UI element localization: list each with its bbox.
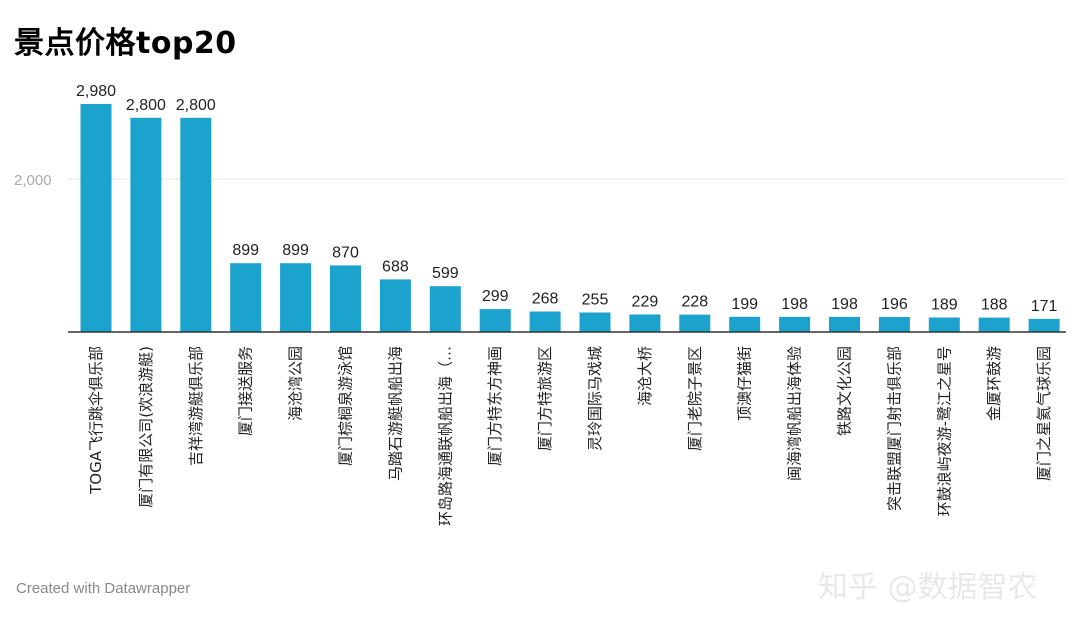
- bar: [429, 286, 461, 332]
- value-label: 255: [582, 292, 609, 309]
- category-label: 吉祥湾游艇俱乐部: [187, 346, 205, 466]
- gridlines: 2,000: [14, 172, 1066, 189]
- value-label: 198: [781, 296, 808, 313]
- value-label: 199: [731, 296, 758, 313]
- bar: [729, 316, 761, 332]
- value-label: 899: [232, 242, 259, 259]
- bar: [280, 263, 312, 332]
- bar: [1028, 318, 1060, 332]
- value-label: 268: [532, 291, 559, 308]
- value-label: 599: [432, 265, 459, 282]
- footer-credit: Created with Datawrapper: [16, 580, 191, 597]
- bar: [180, 117, 212, 332]
- bar: [978, 317, 1010, 332]
- watermark: 知乎 @数据智农: [818, 570, 1038, 605]
- category-label: 灵玲国际马戏城: [586, 346, 604, 451]
- value-label: 2,800: [126, 97, 166, 114]
- category-label: 厦门有限公司(欢浪游艇): [137, 346, 155, 508]
- value-labels: 2,980 2,800 2,800 899 899 870 688 599 299 268 255 2…: [76, 83, 1058, 315]
- category-label: 海沧湾公园: [287, 346, 305, 421]
- bar: [679, 314, 711, 332]
- category-labels: TOGA飞行跳伞俱乐部 厦门有限公司(欢浪游艇) 吉祥湾游艇俱乐部 厦门接送服务 海沧湾…: [87, 346, 1053, 526]
- category-label: 厦门老院子景区: [686, 346, 704, 451]
- category-label: 铁路文化公园: [836, 346, 854, 436]
- category-label: 闽海湾帆船出海体验: [786, 346, 804, 481]
- bar: [629, 314, 661, 332]
- value-label: 196: [881, 296, 908, 313]
- category-label: 顶澳仔猫街: [736, 346, 754, 421]
- category-label: 海沧大桥: [636, 346, 654, 406]
- bar: [928, 317, 960, 332]
- bar: [479, 309, 511, 332]
- bar: [379, 279, 411, 332]
- value-label: 198: [831, 296, 858, 313]
- value-label: 2,980: [76, 83, 116, 100]
- bar: [80, 104, 112, 332]
- value-label: 688: [382, 258, 409, 275]
- bar: [829, 316, 860, 332]
- category-label: 厦门棕榈泉游泳馆: [337, 346, 355, 466]
- category-label: 突击联盟厦门射击俱乐部: [885, 346, 903, 511]
- category-label: 金厦环鼓游: [985, 346, 1003, 421]
- category-label: 厦门方特旅游区: [536, 346, 554, 451]
- value-label: 2,800: [176, 97, 216, 114]
- chart-title: 景点价格top20: [14, 26, 237, 61]
- bar: [878, 317, 910, 332]
- category-label: 厦门接送服务: [237, 346, 255, 436]
- y-tick-label: 2,000: [14, 172, 52, 189]
- bar: [130, 117, 162, 332]
- bar: [779, 316, 811, 332]
- bar: [330, 265, 361, 332]
- bars: [68, 104, 1066, 333]
- category-label: 厦门方特东方神画: [486, 346, 504, 466]
- category-label: TOGA飞行跳伞俱乐部: [87, 346, 105, 495]
- category-label: 厦门之星氦气球乐园: [1035, 346, 1053, 481]
- value-label: 899: [282, 242, 309, 259]
- bar: [230, 263, 262, 332]
- category-label: 环岛路海通联帆船出海（…: [436, 346, 454, 526]
- value-label: 189: [931, 297, 958, 314]
- value-label: 228: [681, 294, 708, 311]
- value-label: 870: [332, 244, 359, 261]
- bar: [579, 312, 611, 332]
- value-label: 229: [632, 294, 659, 311]
- value-label: 188: [981, 297, 1008, 314]
- category-label: 马踏石游艇帆船出海: [386, 346, 404, 481]
- value-label: 299: [482, 288, 509, 305]
- value-label: 171: [1031, 298, 1058, 315]
- bar: [529, 311, 561, 332]
- category-label: 环鼓浪屿夜游-鹭江之星号: [935, 346, 953, 516]
